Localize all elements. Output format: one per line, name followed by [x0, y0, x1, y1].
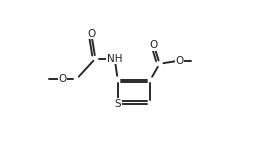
Text: NH: NH — [107, 54, 122, 64]
Text: S: S — [114, 99, 121, 109]
Text: O: O — [176, 56, 184, 66]
Text: O: O — [87, 29, 95, 39]
Text: O: O — [58, 74, 66, 84]
Text: O: O — [150, 40, 158, 50]
